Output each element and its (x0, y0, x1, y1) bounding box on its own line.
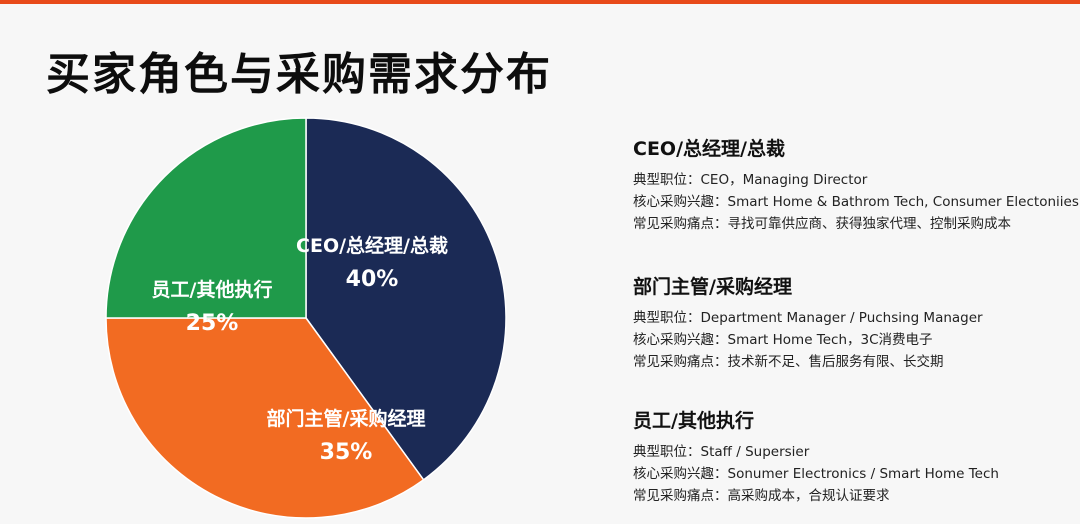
slice-label: 部门主管/采购经理 (267, 407, 426, 430)
slice-value-label: 35% (320, 440, 373, 465)
legend-line-pain-points: 常见采购痛点：技术新不足、售后服务有限、长交期 (633, 354, 944, 370)
legend-line-pain-points: 常见采购痛点：寻找可靠供应商、获得独家代理、控制采购成本 (633, 216, 1011, 232)
page-title: 买家角色与采购需求分布 (46, 49, 552, 100)
slice-value-label: 40% (346, 267, 399, 292)
slice-value-label: 25% (186, 311, 239, 336)
legend-heading: 员工/其他执行 (633, 410, 754, 432)
legend-line-pain-points: 常见采购痛点：高采购成本，合规认证要求 (633, 488, 890, 504)
pie-slice (105, 317, 425, 519)
legend-line-interest: 核心采购兴趣：Smart Home & Bathrom Tech, Consum… (633, 194, 1079, 210)
pie-chart: CEO/总经理/总裁 40% 部门主管/采购经理 35% 员工/其他执行 25% (105, 117, 507, 519)
pie-slice (105, 117, 307, 319)
legend-block-manager: 部门主管/采购经理 典型职位：Department Manager / Puch… (633, 272, 1073, 373)
legend-line-position: 典型职位：Staff / Supersier (633, 444, 810, 460)
legend-heading: CEO/总经理/总裁 (633, 138, 785, 160)
legend-heading: 部门主管/采购经理 (633, 276, 792, 298)
pie-slice (305, 117, 507, 481)
legend-line-interest: 核心采购兴趣：Smart Home Tech，3C消费电子 (633, 332, 933, 348)
legend-line-interest: 核心采购兴趣：Sonumer Electronics / Smart Home … (633, 466, 999, 482)
slice-label: 员工/其他执行 (152, 278, 273, 301)
legend-block-ceo: CEO/总经理/总裁 典型职位：CEO，Managing Director 核心… (633, 134, 1079, 235)
slice-label: CEO/总经理/总裁 (296, 234, 448, 257)
top-accent-stripe (0, 0, 1080, 4)
legend-line-position: 典型职位：Department Manager / Puchsing Manag… (633, 310, 983, 326)
legend-block-staff: 员工/其他执行 典型职位：Staff / Supersier 核心采购兴趣：So… (633, 406, 1073, 507)
legend-line-position: 典型职位：CEO，Managing Director (633, 172, 868, 188)
